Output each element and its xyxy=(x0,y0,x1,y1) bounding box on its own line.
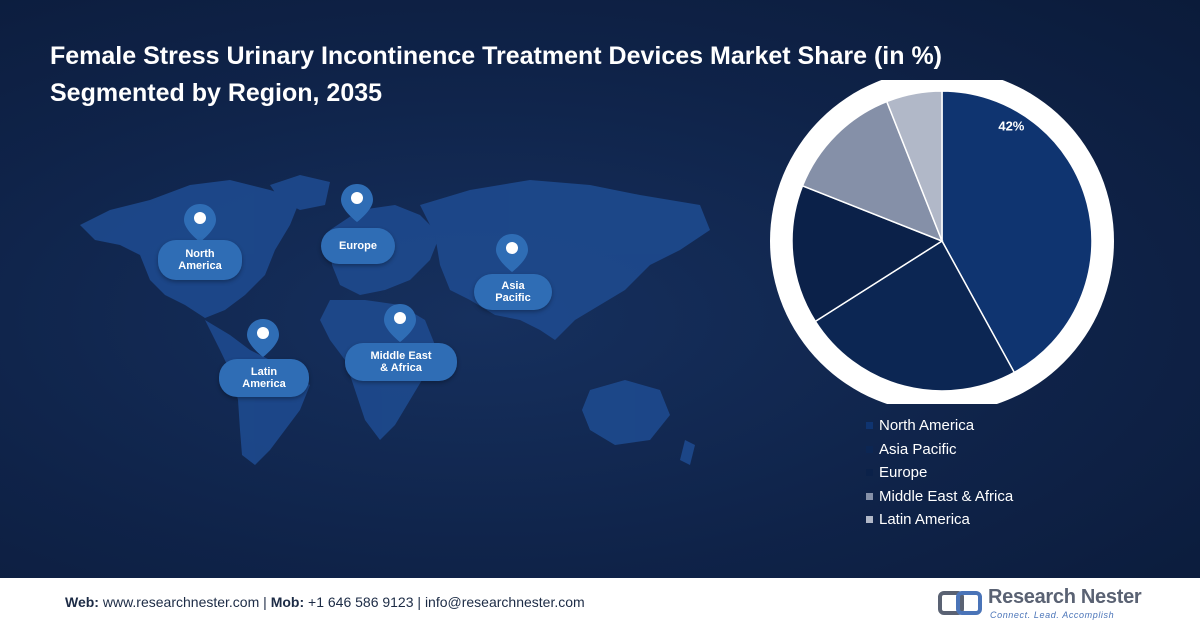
research-nester-logo-icon xyxy=(938,591,982,615)
mobile-number[interactable]: +1 646 586 9123 xyxy=(308,594,414,610)
pie-slice-middle-east-africa xyxy=(801,100,944,243)
brand-tagline: Connect. Lead. Accomplish xyxy=(990,610,1115,620)
region-label-line: North xyxy=(185,248,215,260)
asia-landmass xyxy=(420,180,710,340)
region-label-north-america: North America xyxy=(158,240,242,280)
australia-landmass xyxy=(582,380,670,445)
legend-swatch xyxy=(866,469,873,477)
pie-slice-latin-america xyxy=(885,90,943,242)
region-label-line: Latin xyxy=(250,366,278,378)
footer-bar: Web: www.researchnester.com | Mob: +1 64… xyxy=(0,578,1200,628)
pin-icon-north-america xyxy=(184,204,216,242)
title-line-1: Female Stress Urinary Incontinence Treat… xyxy=(50,42,943,70)
separator: | xyxy=(263,594,267,610)
separator: | xyxy=(417,594,422,610)
chart-title: Female Stress Urinary Incontinence Treat… xyxy=(50,38,1050,112)
web-label: Web: xyxy=(65,594,99,610)
pie-slice-north-america xyxy=(941,90,1093,374)
region-label-asia-pacific: Asia Pacific xyxy=(474,274,552,310)
pin-icon-latin-america xyxy=(247,319,279,357)
region-label-line: & Africa xyxy=(380,362,422,374)
pie-chart: 42% xyxy=(770,80,1114,404)
web-url[interactable]: www.researchnester.com xyxy=(102,594,260,610)
region-label-middle-east-africa: Middle East & Africa xyxy=(345,343,457,381)
legend-label: Middle East & Africa xyxy=(879,487,1014,505)
region-label-latin-america: Latin America xyxy=(219,359,309,397)
brand-name: Research Nester xyxy=(988,586,1142,608)
region-label-europe: Europe xyxy=(321,228,395,264)
legend-swatch xyxy=(866,516,873,524)
region-label-line: Pacific xyxy=(495,292,531,304)
region-label-line: Asia xyxy=(501,280,525,292)
pie-data-label: 42% xyxy=(998,119,1024,134)
email-address[interactable]: info@researchnester.com xyxy=(424,594,585,610)
legend-label: Asia Pacific xyxy=(879,440,957,458)
region-label-line: America xyxy=(242,378,286,390)
legend-item: North America xyxy=(866,414,1013,438)
legend-swatch xyxy=(866,422,873,430)
region-label-line: Middle East xyxy=(370,350,432,362)
legend-label: North America xyxy=(879,417,975,435)
legend-item: Asia Pacific xyxy=(866,438,1013,462)
brand-block: Research Nester Connect. Lead. Accomplis… xyxy=(938,586,1158,622)
chart-legend: North America Asia Pacific Europe Middle Ea… xyxy=(866,414,1013,532)
legend-swatch xyxy=(866,445,873,453)
greenland-landmass xyxy=(270,175,330,210)
region-label-line: America xyxy=(178,260,222,272)
world-map xyxy=(80,175,710,465)
title-line-2: Segmented by Region, 2035 xyxy=(50,79,383,107)
new-zealand-landmass xyxy=(680,440,695,465)
mobile-label: Mob: xyxy=(270,594,305,610)
legend-item: Europe xyxy=(866,461,1013,485)
legend-item: Middle East & Africa xyxy=(866,485,1013,509)
contact-info: Web: www.researchnester.com | Mob: +1 64… xyxy=(65,594,585,610)
legend-item: Latin America xyxy=(866,508,1013,532)
pie-slice-asia-pacific xyxy=(814,239,1016,392)
region-label-line: Europe xyxy=(339,240,377,252)
legend-swatch xyxy=(866,492,873,500)
pie-slice-europe xyxy=(791,184,944,323)
infographic-panel: Female Stress Urinary Incontinence Treat… xyxy=(0,0,1200,578)
legend-label: Latin America xyxy=(879,511,970,529)
pin-icon-europe xyxy=(341,184,373,222)
pin-icon-middle-east-africa xyxy=(384,304,416,342)
pin-icon-asia-pacific xyxy=(496,234,528,272)
legend-label: Europe xyxy=(879,464,928,482)
